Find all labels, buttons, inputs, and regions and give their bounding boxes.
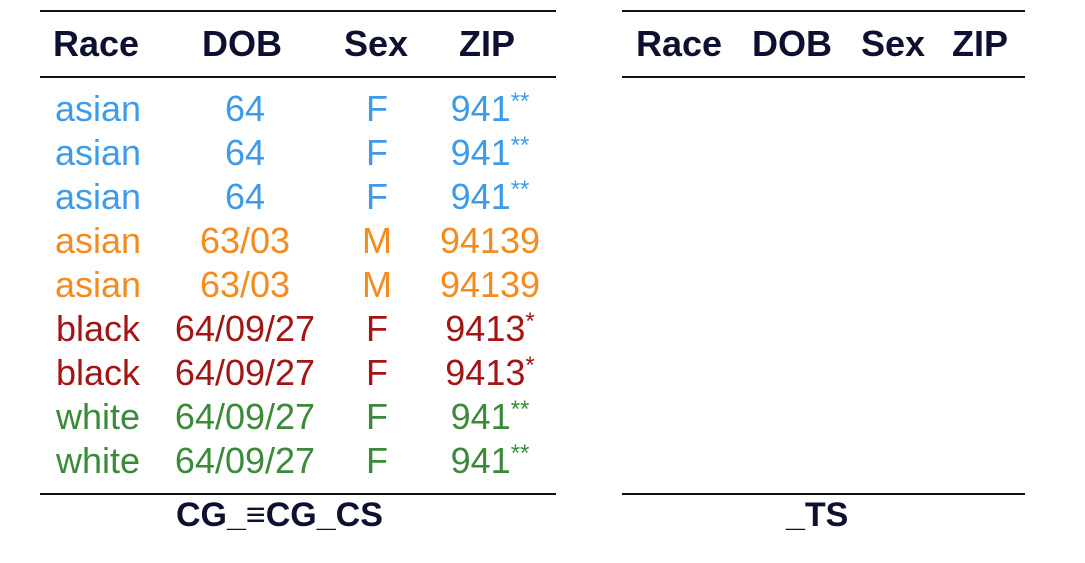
cell-dob-text: 64 bbox=[224, 176, 266, 217]
right-caption: _TS bbox=[786, 496, 849, 534]
cell-race-text: white bbox=[55, 440, 141, 481]
cell-zip: 94139 bbox=[440, 220, 540, 262]
cell-dob: 64 bbox=[225, 176, 265, 218]
cell-zip: 941** bbox=[451, 396, 530, 438]
cell-race-text: asian bbox=[54, 220, 142, 261]
right-header-rule bbox=[622, 76, 1025, 78]
cell-zip-text: 941 bbox=[450, 396, 511, 437]
left-header-sex: Sex bbox=[344, 23, 409, 64]
right-header-sex: Sex bbox=[861, 23, 926, 64]
cell-zip-text: 941 bbox=[450, 132, 511, 173]
cell-dob: 63/03 bbox=[200, 220, 290, 262]
cell-race-text: black bbox=[55, 352, 141, 393]
zip-suppression-stars: ** bbox=[510, 396, 530, 423]
right-top-rule bbox=[622, 10, 1025, 12]
zip-suppression-stars: ** bbox=[510, 176, 530, 203]
cell-zip-text: 941 bbox=[450, 88, 511, 129]
cell-sex-text: M bbox=[362, 220, 392, 261]
cell-zip: 941** bbox=[451, 132, 530, 174]
left-header-race: Race bbox=[53, 23, 140, 64]
cell-zip-text: 9413 bbox=[445, 308, 526, 349]
cell-sex-text: F bbox=[366, 440, 388, 481]
cell-zip: 9413* bbox=[445, 352, 534, 394]
cell-dob-text: 64 bbox=[224, 88, 266, 129]
cell-sex: F bbox=[366, 132, 388, 174]
cell-race: white bbox=[56, 396, 140, 438]
left-header-dob: DOB bbox=[202, 23, 282, 64]
left-bottom-rule bbox=[40, 493, 556, 495]
zip-suppression-stars: ** bbox=[510, 132, 530, 159]
cell-race: asian bbox=[55, 88, 141, 130]
left-header-rule bbox=[40, 76, 556, 78]
cell-zip: 9413* bbox=[445, 308, 534, 350]
cell-sex-text: F bbox=[366, 88, 388, 129]
cell-zip-text: 941 bbox=[450, 176, 511, 217]
cell-zip-text: 94139 bbox=[439, 220, 541, 261]
cell-race: white bbox=[56, 440, 140, 482]
cell-dob: 64/09/27 bbox=[175, 308, 315, 350]
cell-dob-text: 64 bbox=[224, 132, 266, 173]
cell-sex-text: F bbox=[366, 308, 388, 349]
cell-zip-text: 941 bbox=[450, 440, 511, 481]
cell-race-text: asian bbox=[54, 264, 142, 305]
cell-zip-text: 94139 bbox=[439, 264, 541, 305]
right-header-dob: DOB bbox=[752, 23, 832, 64]
zip-suppression-stars: * bbox=[525, 308, 535, 335]
cell-sex: F bbox=[366, 352, 388, 394]
cell-race-text: asian bbox=[54, 88, 142, 129]
right-header-zip: ZIP bbox=[952, 23, 1009, 64]
cell-sex-text: F bbox=[366, 396, 388, 437]
cell-race-text: black bbox=[55, 308, 141, 349]
left-header-zip: ZIP bbox=[459, 23, 516, 64]
cell-dob: 64/09/27 bbox=[175, 352, 315, 394]
zip-suppression-stars: ** bbox=[510, 88, 530, 115]
zip-suppression-stars: ** bbox=[510, 440, 530, 467]
cell-zip: 941** bbox=[451, 176, 530, 218]
left-top-rule bbox=[40, 10, 556, 12]
cell-sex: F bbox=[366, 308, 388, 350]
cell-race-text: asian bbox=[54, 176, 142, 217]
left-caption: CG_≡CG_CS bbox=[176, 496, 383, 534]
cell-dob-text: 64/09/27 bbox=[174, 396, 316, 437]
cell-race: asian bbox=[55, 132, 141, 174]
right-bottom-rule bbox=[622, 493, 1025, 495]
cell-sex-text: F bbox=[366, 352, 388, 393]
cell-sex: F bbox=[366, 396, 388, 438]
cell-zip: 94139 bbox=[440, 264, 540, 306]
cell-sex-text: F bbox=[366, 176, 388, 217]
cell-race: asian bbox=[55, 176, 141, 218]
cell-dob: 64/09/27 bbox=[175, 440, 315, 482]
cell-sex: M bbox=[362, 264, 392, 306]
cell-sex: F bbox=[366, 176, 388, 218]
cell-dob-text: 63/03 bbox=[199, 264, 291, 305]
cell-dob: 64 bbox=[225, 88, 265, 130]
cell-dob-text: 64/09/27 bbox=[174, 440, 316, 481]
cell-zip-text: 9413 bbox=[445, 352, 526, 393]
cell-sex: F bbox=[366, 88, 388, 130]
right-header-race: Race bbox=[636, 23, 723, 64]
cell-zip: 941** bbox=[451, 440, 530, 482]
cell-sex: F bbox=[366, 440, 388, 482]
cell-dob: 63/03 bbox=[200, 264, 290, 306]
cell-dob-text: 63/03 bbox=[199, 220, 291, 261]
cell-sex: M bbox=[362, 220, 392, 262]
cell-race-text: asian bbox=[54, 132, 142, 173]
cell-dob: 64 bbox=[225, 132, 265, 174]
cell-race: asian bbox=[55, 264, 141, 306]
cell-race-text: white bbox=[55, 396, 141, 437]
cell-race: black bbox=[56, 308, 140, 350]
cell-zip: 941** bbox=[451, 88, 530, 130]
cell-sex-text: F bbox=[366, 132, 388, 173]
cell-sex-text: M bbox=[362, 264, 392, 305]
cell-race: asian bbox=[55, 220, 141, 262]
zip-suppression-stars: * bbox=[525, 352, 535, 379]
cell-race: black bbox=[56, 352, 140, 394]
cell-dob: 64/09/27 bbox=[175, 396, 315, 438]
cell-dob-text: 64/09/27 bbox=[174, 352, 316, 393]
cell-dob-text: 64/09/27 bbox=[174, 308, 316, 349]
